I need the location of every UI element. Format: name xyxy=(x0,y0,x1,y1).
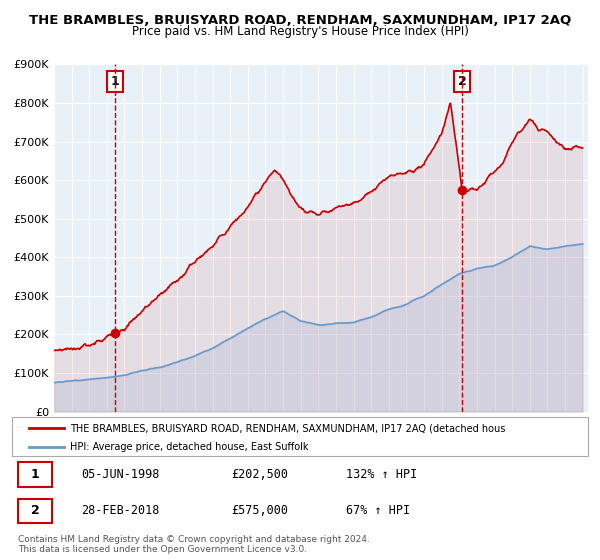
Text: THE BRAMBLES, BRUISYARD ROAD, RENDHAM, SAXMUNDHAM, IP17 2AQ (detached hous: THE BRAMBLES, BRUISYARD ROAD, RENDHAM, S… xyxy=(70,423,505,433)
Text: HPI: Average price, detached house, East Suffolk: HPI: Average price, detached house, East… xyxy=(70,442,308,451)
Text: 1: 1 xyxy=(31,468,40,481)
Text: This data is licensed under the Open Government Licence v3.0.: This data is licensed under the Open Gov… xyxy=(18,545,307,554)
Text: Price paid vs. HM Land Registry's House Price Index (HPI): Price paid vs. HM Land Registry's House … xyxy=(131,25,469,38)
Text: THE BRAMBLES, BRUISYARD ROAD, RENDHAM, SAXMUNDHAM, IP17 2AQ: THE BRAMBLES, BRUISYARD ROAD, RENDHAM, S… xyxy=(29,14,571,27)
FancyBboxPatch shape xyxy=(12,417,588,456)
Text: Contains HM Land Registry data © Crown copyright and database right 2024.: Contains HM Land Registry data © Crown c… xyxy=(18,535,370,544)
Text: 28-FEB-2018: 28-FEB-2018 xyxy=(81,505,160,517)
Text: 132% ↑ HPI: 132% ↑ HPI xyxy=(346,468,418,481)
Text: 67% ↑ HPI: 67% ↑ HPI xyxy=(346,505,410,517)
FancyBboxPatch shape xyxy=(18,499,52,523)
FancyBboxPatch shape xyxy=(18,463,52,487)
Text: 05-JUN-1998: 05-JUN-1998 xyxy=(81,468,160,481)
Text: £575,000: £575,000 xyxy=(231,505,288,517)
Text: 1: 1 xyxy=(110,75,119,88)
Text: £202,500: £202,500 xyxy=(231,468,288,481)
Text: 2: 2 xyxy=(458,75,467,88)
Text: 2: 2 xyxy=(31,505,40,517)
